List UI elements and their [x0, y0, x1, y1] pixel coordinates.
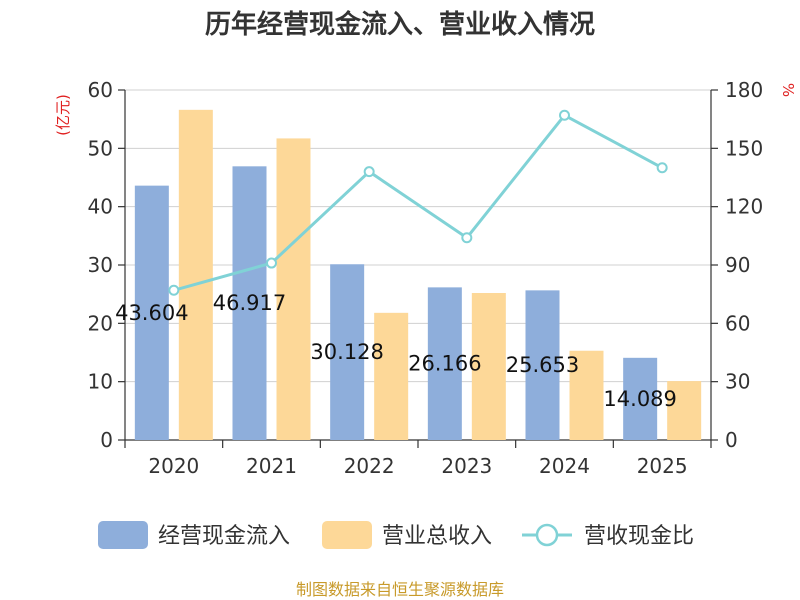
revenue-bar [471, 293, 506, 440]
gridlines [125, 89, 711, 383]
right-axis-tick-label: 0 [725, 428, 738, 452]
right-axis-tick-label: 150 [725, 136, 763, 160]
left-axis-tick-label: 30 [88, 253, 113, 277]
revenue-bar [569, 350, 604, 440]
left-axis-tick-label: 0 [100, 428, 113, 452]
right-axis-tick-label: 90 [725, 253, 750, 277]
ratio-line-path [173, 113, 663, 292]
cash-inflow-data-label: 46.917 [213, 291, 286, 315]
cash-inflow-bar [427, 287, 462, 440]
x-axis-tick-label: 2023 [441, 454, 492, 478]
x-axis-tick-label: 2020 [148, 454, 199, 478]
legend-label: 营业总收入 [382, 524, 492, 549]
ratio-line-point [266, 257, 277, 269]
cash-inflow-bar [232, 166, 267, 440]
cash-inflow-data-label: 43.604 [115, 301, 188, 325]
x-axis-tick-label: 2024 [539, 454, 590, 478]
cash-inflow-data-label: 30.128 [310, 340, 383, 364]
cash-inflow-data-label: 14.089 [603, 387, 676, 411]
ratio-line-point [363, 166, 375, 178]
cash-inflow-bar [134, 185, 169, 440]
revenue-bar [667, 381, 702, 440]
legend-line-marker [535, 523, 559, 547]
cash-inflow-data-label: 25.653 [506, 353, 579, 377]
revenue-bar [276, 138, 311, 440]
ratio-line-point [461, 232, 473, 244]
legend-label: 经营现金流入 [158, 524, 290, 549]
ratio-line-point [168, 284, 180, 296]
cash-inflow-bar [525, 290, 560, 440]
x-axis-tick-label: 2021 [246, 454, 297, 478]
x-axis-tick-label: 2022 [344, 454, 395, 478]
revenue-bar [374, 312, 409, 440]
right-axis-tick-label: 120 [725, 195, 763, 219]
data-labels: 43.604 46.917 30.128 26.166 25.653 14.089 [115, 291, 677, 411]
right-axis-tick-label: 60 [725, 311, 750, 335]
ratio-line-point [656, 162, 668, 174]
cash-inflow-bar [330, 264, 365, 440]
cash-inflow-bar [623, 357, 658, 440]
ratio-line-point [559, 109, 570, 121]
left-axis-tick-label: 20 [88, 311, 113, 335]
bars [134, 109, 702, 440]
axes: 0 10 20 30 40 50 60 0 30 60 90 120 150 180 2020 2021 202… [88, 78, 764, 478]
legend-swatch [98, 521, 148, 549]
right-axis-tick-label: 180 [725, 78, 763, 102]
data-source-note: 制图数据来自恒生聚源数据库 [296, 580, 504, 599]
right-axis-unit: % [779, 83, 797, 97]
left-axis-tick-label: 10 [88, 370, 113, 394]
ratio-line [168, 109, 668, 296]
left-axis-unit: (亿元) [54, 94, 72, 136]
left-axis-tick-label: 50 [88, 136, 113, 160]
revenue-bar [178, 109, 213, 440]
chart-title: 历年经营现金流入、营业收入情况 [205, 9, 595, 40]
right-axis-tick-label: 30 [725, 370, 750, 394]
legend-label: 营收现金比 [584, 524, 694, 549]
legend: 经营现金流入 营业总收入 营收现金比 [98, 521, 694, 549]
left-axis-tick-label: 60 [88, 78, 113, 102]
cash-inflow-data-label: 26.166 [408, 352, 481, 376]
left-axis-tick-label: 40 [88, 195, 113, 219]
x-axis-tick-label: 2025 [637, 454, 688, 478]
legend-swatch [322, 521, 372, 549]
